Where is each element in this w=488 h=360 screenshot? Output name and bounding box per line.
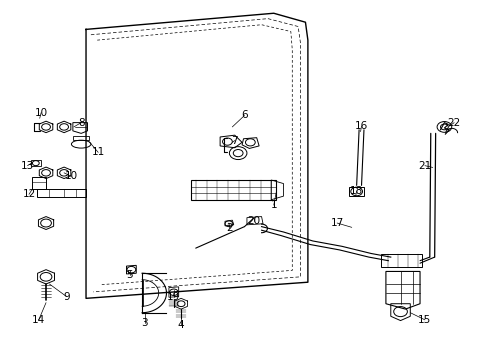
- Text: 12: 12: [22, 189, 36, 199]
- Text: 14: 14: [32, 315, 45, 325]
- Text: 11: 11: [91, 147, 104, 157]
- Text: 21: 21: [417, 161, 430, 171]
- Text: 8: 8: [78, 118, 84, 128]
- Text: 15: 15: [417, 315, 430, 325]
- Text: 1: 1: [270, 200, 277, 210]
- Text: 22: 22: [447, 118, 460, 128]
- Text: 13: 13: [21, 161, 34, 171]
- Text: 19: 19: [167, 292, 180, 302]
- Text: 7: 7: [231, 136, 238, 145]
- Text: 5: 5: [126, 270, 133, 280]
- Text: 6: 6: [241, 111, 247, 121]
- Text: 18: 18: [349, 186, 363, 196]
- Text: 9: 9: [63, 292, 70, 302]
- Text: 3: 3: [141, 319, 147, 328]
- Text: 10: 10: [65, 171, 78, 181]
- Text: 2: 2: [226, 224, 233, 233]
- Text: 4: 4: [178, 320, 184, 330]
- Text: 16: 16: [354, 121, 367, 131]
- Text: 20: 20: [247, 216, 260, 226]
- Text: 10: 10: [35, 108, 48, 118]
- Text: 17: 17: [330, 218, 343, 228]
